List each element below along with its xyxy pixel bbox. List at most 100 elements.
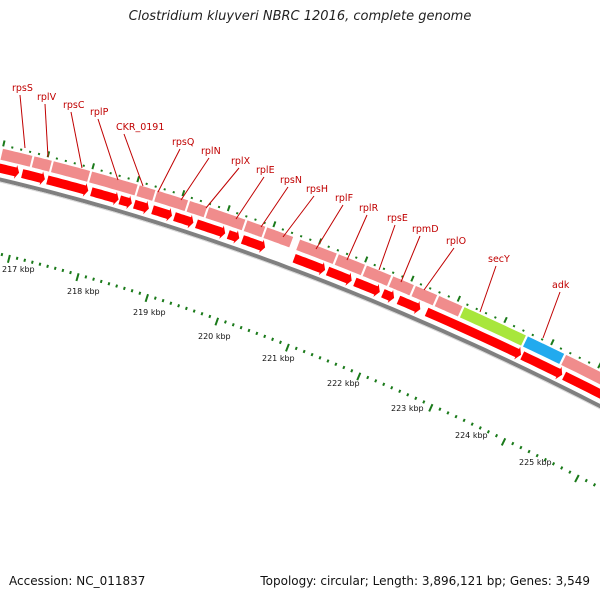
gene-label-rpmd[interactable]: rpmD — [412, 224, 439, 235]
gene-label-line-group — [19, 94, 561, 339]
gene-label-rpsq[interactable]: rpsQ — [172, 137, 194, 148]
scale-tick — [144, 293, 149, 303]
gene-arrow[interactable] — [424, 307, 521, 360]
gene-bar[interactable] — [153, 189, 190, 212]
gene-label-rpsh[interactable]: rpsH — [306, 184, 328, 195]
tick-mark — [145, 182, 148, 186]
tick-mark — [217, 205, 221, 209]
tick-mark — [494, 316, 497, 319]
gene-label-rpln[interactable]: rplN — [201, 146, 221, 157]
gene-arrow[interactable] — [21, 169, 45, 186]
tick-mark — [2, 140, 6, 147]
gene-arrow[interactable] — [151, 205, 172, 222]
gene-arrow[interactable] — [195, 219, 226, 239]
scale-tick — [208, 314, 212, 319]
scale-tick — [302, 349, 306, 354]
tick-mark — [522, 329, 525, 332]
gene-bar[interactable] — [135, 184, 157, 202]
scale-tick — [23, 258, 27, 262]
gene-label-ckr_0191[interactable]: CKR_0191 — [116, 122, 164, 133]
gene-label-rple[interactable]: rplE — [256, 165, 275, 176]
tick-mark — [336, 249, 340, 252]
gene-bar[interactable] — [0, 147, 34, 168]
scale-tick — [255, 331, 259, 336]
scale-tick — [527, 449, 531, 454]
gene-label-adk[interactable]: adk — [552, 280, 570, 291]
gene-arrow[interactable] — [0, 163, 20, 179]
gene-bar[interactable] — [30, 155, 53, 173]
scale-tick — [46, 264, 49, 268]
scale-tick — [99, 279, 103, 284]
gene-bar[interactable] — [458, 306, 527, 347]
tick-mark — [154, 185, 157, 188]
gene-bar[interactable] — [88, 170, 139, 197]
scale-tick — [414, 396, 418, 401]
gene-arrow[interactable] — [562, 371, 600, 407]
gene-bar[interactable] — [185, 199, 209, 219]
map-title: Clostridium kluyveri NBRC 12016, complet… — [128, 9, 472, 24]
gene-arrow[interactable] — [520, 351, 563, 380]
gene-bar[interactable] — [521, 335, 566, 366]
scale-tick — [454, 414, 458, 419]
backbone-line — [0, 177, 600, 409]
gene-bar[interactable] — [262, 226, 295, 249]
gene-arrow[interactable] — [133, 199, 149, 215]
scale-tick — [92, 277, 95, 281]
scale-tick — [500, 437, 507, 446]
tick-mark — [401, 275, 404, 278]
gene-label-rpsn[interactable]: rpsN — [280, 175, 302, 186]
gene-arrow[interactable] — [396, 295, 421, 314]
scale-tick — [374, 379, 378, 383]
scale-tick — [535, 453, 539, 458]
gene-arrow[interactable] — [292, 254, 326, 276]
gene-bar[interactable] — [387, 275, 415, 297]
scale-tick — [0, 252, 4, 257]
accession-text: Accession: NC_011837 — [9, 574, 146, 588]
scale-tick — [428, 403, 434, 412]
gene-bar[interactable] — [361, 264, 393, 287]
gene-label-rplf[interactable]: rplF — [335, 193, 353, 204]
gene-label-rplr[interactable]: rplR — [359, 203, 379, 214]
gene-label-rplo[interactable]: rplO — [446, 236, 466, 247]
gene-arrow[interactable] — [325, 266, 352, 286]
gene-label-secy[interactable]: secY — [488, 254, 510, 265]
tick-mark — [550, 339, 555, 346]
tick-mark — [100, 169, 103, 172]
scale-tick — [446, 411, 450, 415]
tick-mark — [568, 351, 572, 355]
gene-bar[interactable] — [295, 238, 338, 266]
gene-arrow[interactable] — [90, 187, 119, 206]
gene-bar[interactable] — [410, 284, 439, 307]
gene-arrow[interactable] — [381, 289, 395, 303]
gene-arrow[interactable] — [240, 235, 266, 253]
gene-label-rpss[interactable]: rpsS — [12, 83, 33, 94]
gene-bar[interactable] — [50, 160, 92, 183]
gene-bar[interactable] — [433, 294, 464, 318]
gene-leader-line — [157, 148, 181, 193]
genome-backbone — [0, 177, 600, 410]
tick-mark — [438, 291, 441, 294]
gene-arrow[interactable] — [118, 195, 132, 210]
gene-arrow[interactable] — [353, 277, 380, 297]
tick-mark — [64, 159, 68, 163]
gene-label-rplp[interactable]: rplP — [90, 107, 109, 118]
scale-tick — [61, 268, 65, 273]
scale-label: 221 kbp — [262, 354, 295, 363]
gene-bar[interactable] — [560, 353, 600, 395]
gene-leader-line — [315, 204, 344, 250]
gene-arrow[interactable] — [46, 175, 89, 197]
gene-label-rpse[interactable]: rpsE — [387, 213, 408, 224]
gene-bar[interactable] — [204, 206, 247, 232]
scale-tick — [263, 334, 267, 339]
tick-mark — [199, 199, 203, 203]
gene-arrow[interactable] — [226, 230, 240, 244]
scale-tick — [69, 270, 72, 275]
scale-tick — [75, 273, 80, 282]
gene-label-rplx[interactable]: rplX — [231, 156, 251, 167]
gene-bar[interactable] — [242, 219, 267, 239]
gene-leader-line — [479, 265, 497, 313]
gene-label-rplv[interactable]: rplV — [37, 92, 57, 103]
gene-label-rpsc[interactable]: rpsC — [63, 100, 85, 111]
gene-arrow[interactable] — [173, 212, 194, 229]
